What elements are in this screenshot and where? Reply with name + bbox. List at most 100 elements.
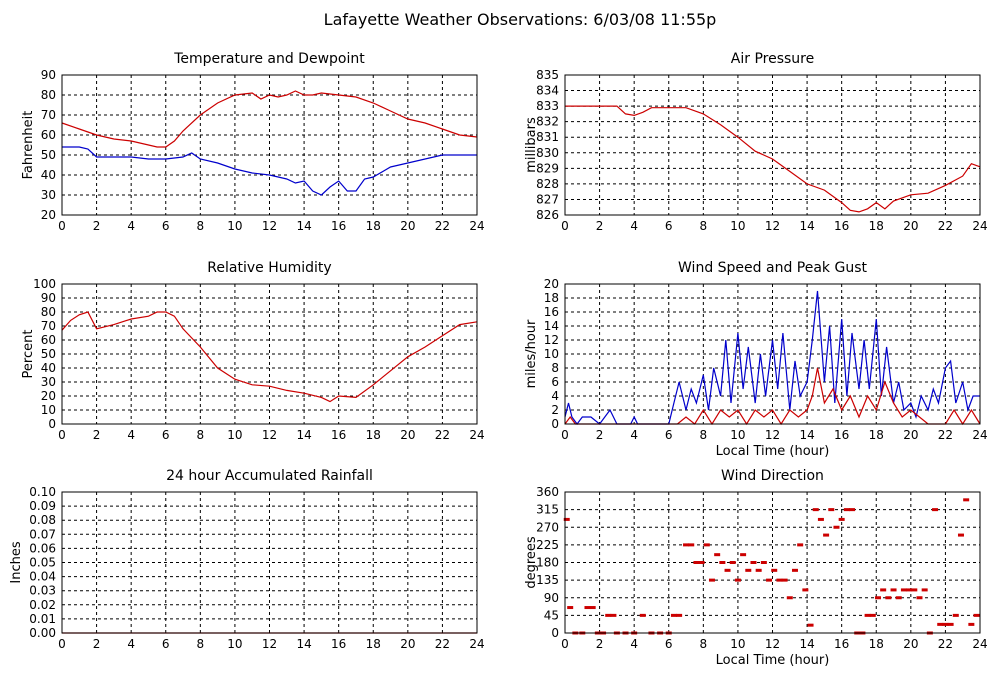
y-axis-label: miles/hour bbox=[524, 319, 539, 388]
data-point bbox=[906, 588, 913, 592]
data-point bbox=[823, 533, 830, 537]
y-tick-label: 60 bbox=[41, 128, 56, 142]
data-point bbox=[688, 543, 695, 547]
x-tick-label: 4 bbox=[630, 637, 638, 651]
series-line-0 bbox=[61, 90, 478, 148]
data-point bbox=[639, 613, 646, 617]
y-tick-label: 0.02 bbox=[29, 598, 56, 612]
y-tick-label: 50 bbox=[41, 347, 56, 361]
y-tick-label: 70 bbox=[41, 108, 56, 122]
y-tick-label: 225 bbox=[536, 538, 559, 552]
y-tick-label: 833 bbox=[536, 99, 559, 113]
x-tick-label: 12 bbox=[765, 637, 780, 651]
data-point bbox=[703, 543, 710, 547]
y-tick-label: 0.08 bbox=[29, 513, 56, 527]
data-point bbox=[849, 508, 856, 512]
data-point bbox=[791, 568, 798, 572]
x-tick-label: 14 bbox=[296, 637, 311, 651]
data-point bbox=[812, 508, 819, 512]
x-tick-label: 10 bbox=[227, 637, 242, 651]
data-point bbox=[880, 588, 887, 592]
y-tick-label: 0.06 bbox=[29, 541, 56, 555]
x-tick-label: 20 bbox=[903, 428, 918, 442]
data-point bbox=[698, 561, 705, 564]
chart-title: Wind Direction bbox=[721, 468, 824, 484]
x-tick-label: 2 bbox=[596, 428, 604, 442]
data-point bbox=[833, 525, 840, 529]
y-tick-label: 0.01 bbox=[29, 612, 56, 626]
y-tick-label: 14 bbox=[544, 319, 559, 333]
y-tick-label: 0 bbox=[48, 417, 56, 431]
y-tick-label: 832 bbox=[536, 115, 559, 129]
y-tick-label: 100 bbox=[33, 277, 56, 291]
x-tick-label: 6 bbox=[665, 428, 673, 442]
y-tick-label: 829 bbox=[536, 161, 559, 175]
data-point bbox=[957, 533, 964, 537]
data-point bbox=[916, 596, 923, 600]
plot-frame bbox=[564, 491, 981, 634]
x-tick-label: 4 bbox=[127, 219, 135, 233]
x-tick-label: 22 bbox=[435, 428, 450, 442]
data-point bbox=[932, 508, 939, 512]
x-tick-label: 0 bbox=[561, 637, 569, 651]
x-tick-label: 16 bbox=[331, 428, 346, 442]
x-tick-label: 24 bbox=[469, 428, 484, 442]
x-tick-label: 4 bbox=[630, 428, 638, 442]
x-tick-label: 20 bbox=[400, 219, 415, 233]
data-point bbox=[766, 578, 773, 582]
x-tick-label: 8 bbox=[700, 428, 708, 442]
data-point bbox=[740, 553, 747, 557]
x-tick-label: 8 bbox=[197, 428, 205, 442]
y-tick-label: 12 bbox=[544, 333, 559, 347]
x-tick-label: 24 bbox=[972, 428, 987, 442]
x-tick-label: 4 bbox=[127, 637, 135, 651]
x-tick-label: 24 bbox=[469, 637, 484, 651]
x-tick-label: 16 bbox=[331, 219, 346, 233]
x-axis-label: Local Time (hour) bbox=[716, 653, 830, 668]
y-tick-label: 0 bbox=[551, 626, 559, 640]
x-tick-label: 16 bbox=[331, 637, 346, 651]
data-point bbox=[776, 578, 783, 582]
data-point bbox=[605, 613, 612, 617]
data-point bbox=[750, 561, 757, 564]
y-tick-label: 0 bbox=[551, 417, 559, 431]
x-tick-label: 14 bbox=[799, 219, 814, 233]
y-tick-label: 826 bbox=[536, 208, 559, 222]
x-tick-label: 22 bbox=[938, 637, 953, 651]
data-point bbox=[911, 588, 918, 592]
data-point bbox=[869, 613, 876, 617]
y-tick-label: 10 bbox=[41, 403, 56, 417]
x-tick-label: 18 bbox=[366, 637, 381, 651]
x-tick-label: 8 bbox=[197, 637, 205, 651]
x-tick-label: 8 bbox=[700, 219, 708, 233]
x-tick-label: 2 bbox=[596, 637, 604, 651]
y-tick-label: 90 bbox=[41, 68, 56, 82]
y-tick-label: 80 bbox=[41, 88, 56, 102]
y-tick-label: 40 bbox=[41, 361, 56, 375]
data-point bbox=[947, 622, 954, 626]
x-tick-label: 14 bbox=[296, 219, 311, 233]
y-tick-label: 835 bbox=[536, 68, 559, 82]
x-tick-label: 6 bbox=[162, 637, 170, 651]
x-tick-label: 6 bbox=[162, 219, 170, 233]
y-tick-label: 90 bbox=[41, 291, 56, 305]
x-tick-label: 8 bbox=[197, 219, 205, 233]
data-point bbox=[760, 561, 767, 564]
y-tick-label: 828 bbox=[536, 177, 559, 191]
chart-title: Wind Speed and Peak Gust bbox=[678, 260, 867, 276]
data-point bbox=[890, 588, 897, 592]
y-tick-label: 827 bbox=[536, 192, 559, 206]
y-tick-label: 30 bbox=[41, 188, 56, 202]
x-tick-label: 24 bbox=[972, 637, 987, 651]
y-tick-label: 180 bbox=[536, 556, 559, 570]
x-tick-label: 22 bbox=[938, 428, 953, 442]
data-point bbox=[921, 588, 928, 592]
data-point bbox=[838, 517, 845, 521]
data-point bbox=[719, 561, 726, 564]
data-point bbox=[937, 622, 944, 626]
